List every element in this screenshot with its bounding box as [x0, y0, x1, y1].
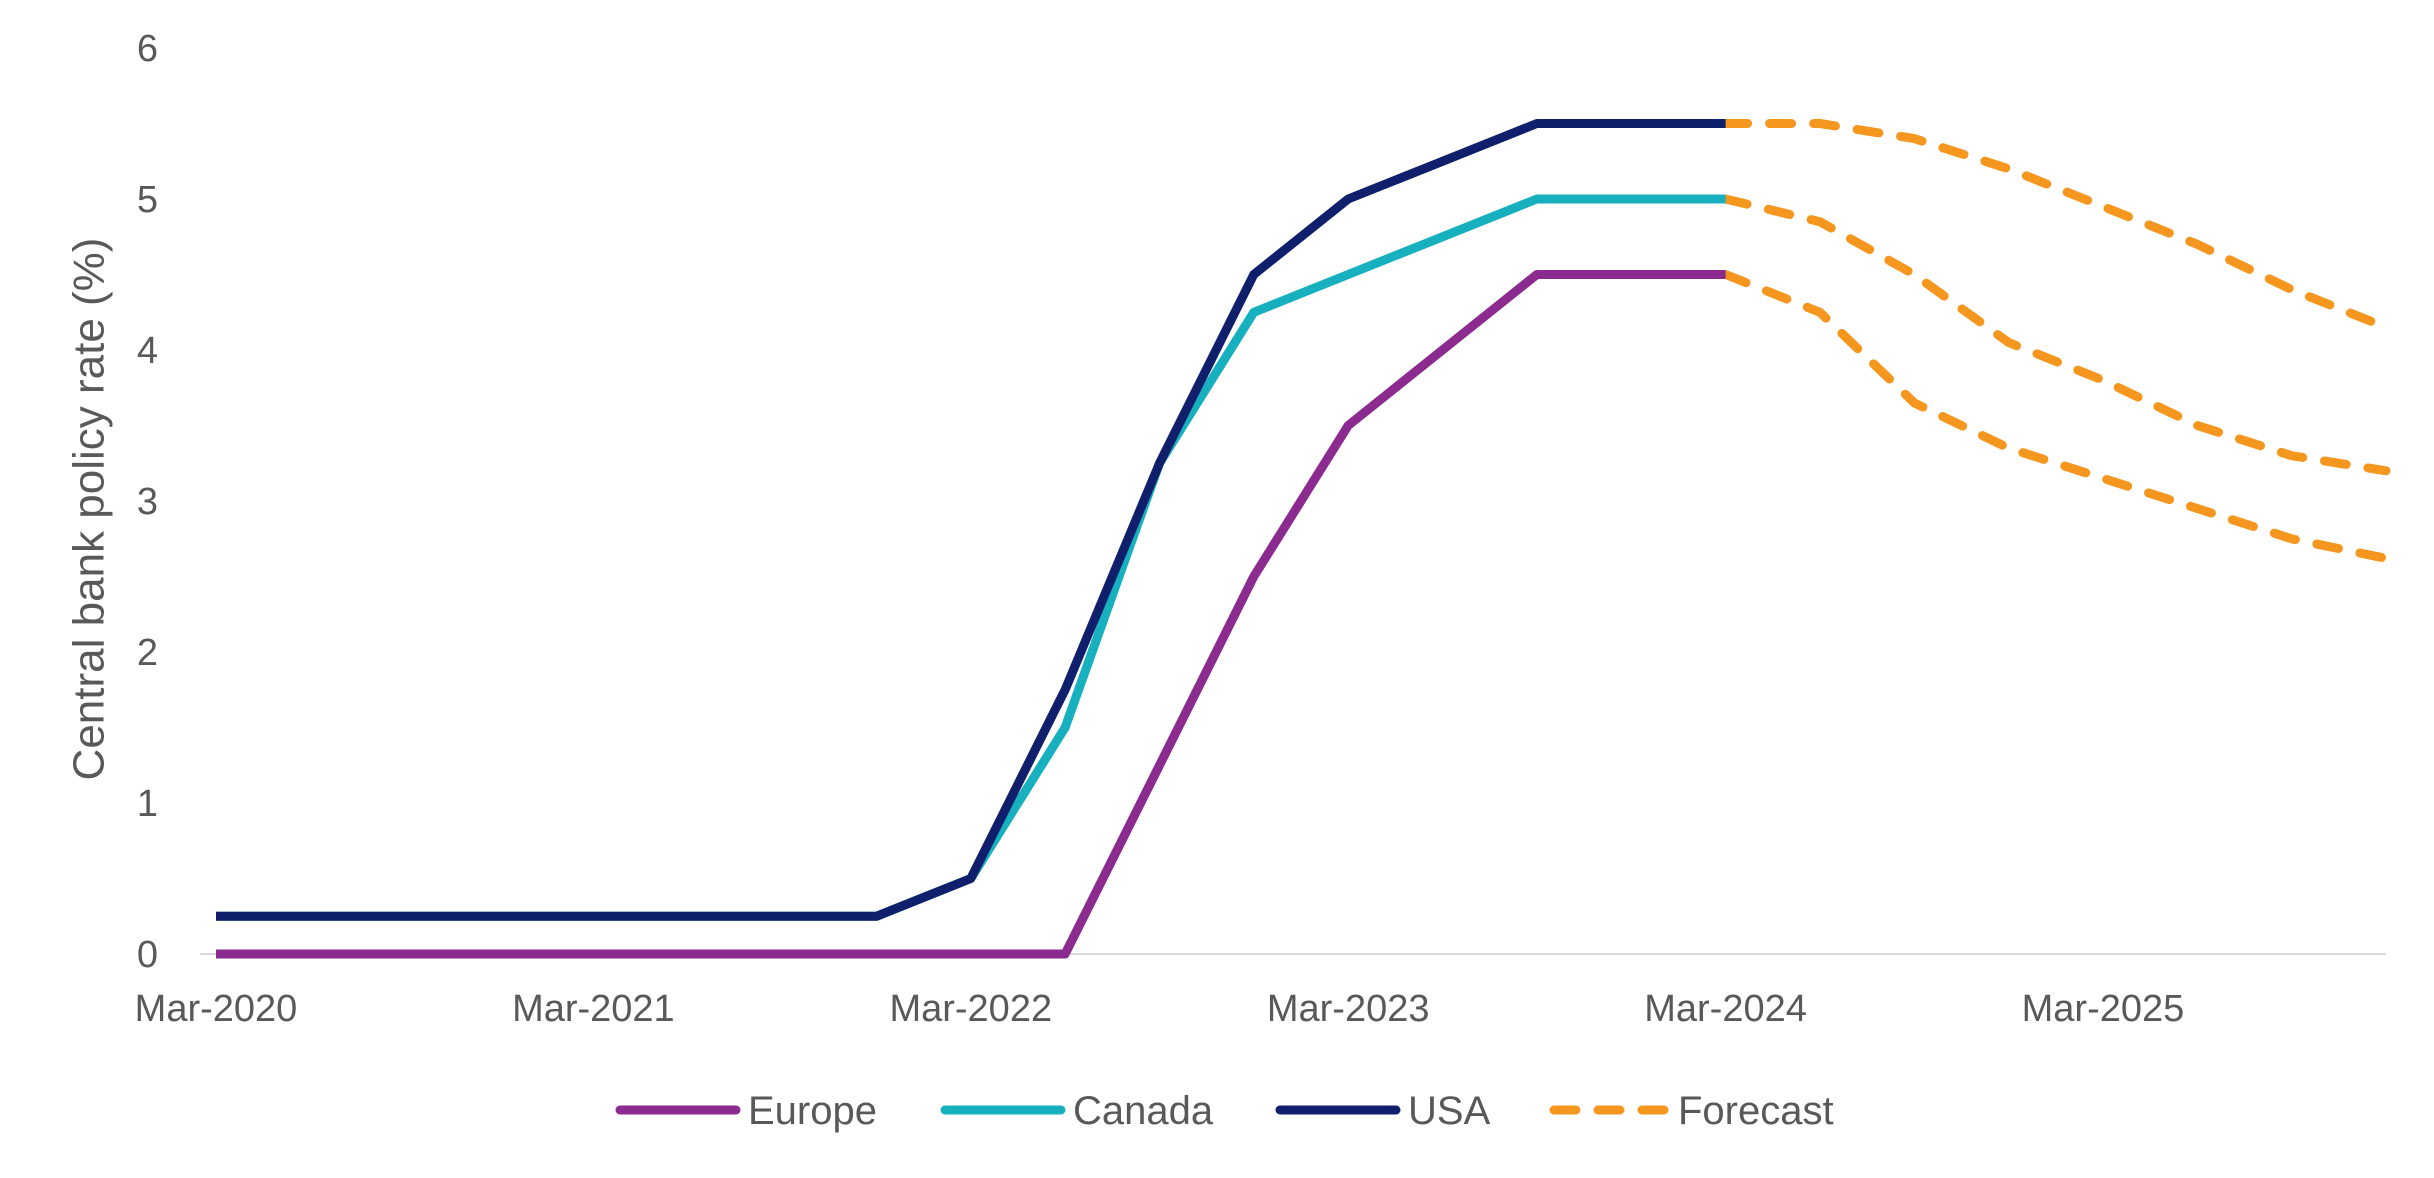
y-tick-label: 4 [137, 330, 158, 372]
x-tick-label: Mar-2020 [135, 988, 298, 1030]
y-tick-label: 2 [137, 632, 158, 674]
x-tick-label: Mar-2025 [2022, 988, 2185, 1030]
y-tick-label: 3 [137, 481, 158, 523]
series-line-forecast-4 [1721, 194, 2391, 476]
x-tick-label: Mar-2021 [512, 988, 675, 1030]
y-tick-label: 5 [137, 179, 158, 221]
x-axis-ticks: Mar-2020 Mar-2021 Mar-2022 Mar-2023 Mar-2024… [135, 988, 2185, 1030]
y-tick-label: 1 [137, 783, 158, 825]
x-tick-label: Mar-2022 [889, 988, 1052, 1030]
series-line-forecast [1721, 119, 2391, 332]
legend-label-usa: USA [1408, 1089, 1491, 1133]
y-tick-label: 0 [137, 934, 158, 976]
series-line-forecast-5 [1721, 270, 2391, 563]
y-axis-title: Central bank policy rate (%) [64, 238, 113, 781]
x-tick-label: Mar-2023 [1267, 988, 1430, 1030]
legend-label-europe: Europe [748, 1089, 877, 1133]
legend: Europe Canada USA Forecast [615, 1089, 1834, 1133]
y-axis-ticks: 0 1 2 3 4 5 6 [137, 28, 158, 976]
y-tick-label: 6 [137, 28, 158, 70]
x-tick-label: Mar-2024 [1644, 988, 1807, 1030]
series-line-usa [216, 119, 1726, 921]
series-line-europe [216, 270, 1726, 959]
legend-label-canada: Canada [1073, 1089, 1214, 1133]
series-layer [216, 119, 2391, 959]
legend-label-forecast: Forecast [1678, 1089, 1834, 1133]
